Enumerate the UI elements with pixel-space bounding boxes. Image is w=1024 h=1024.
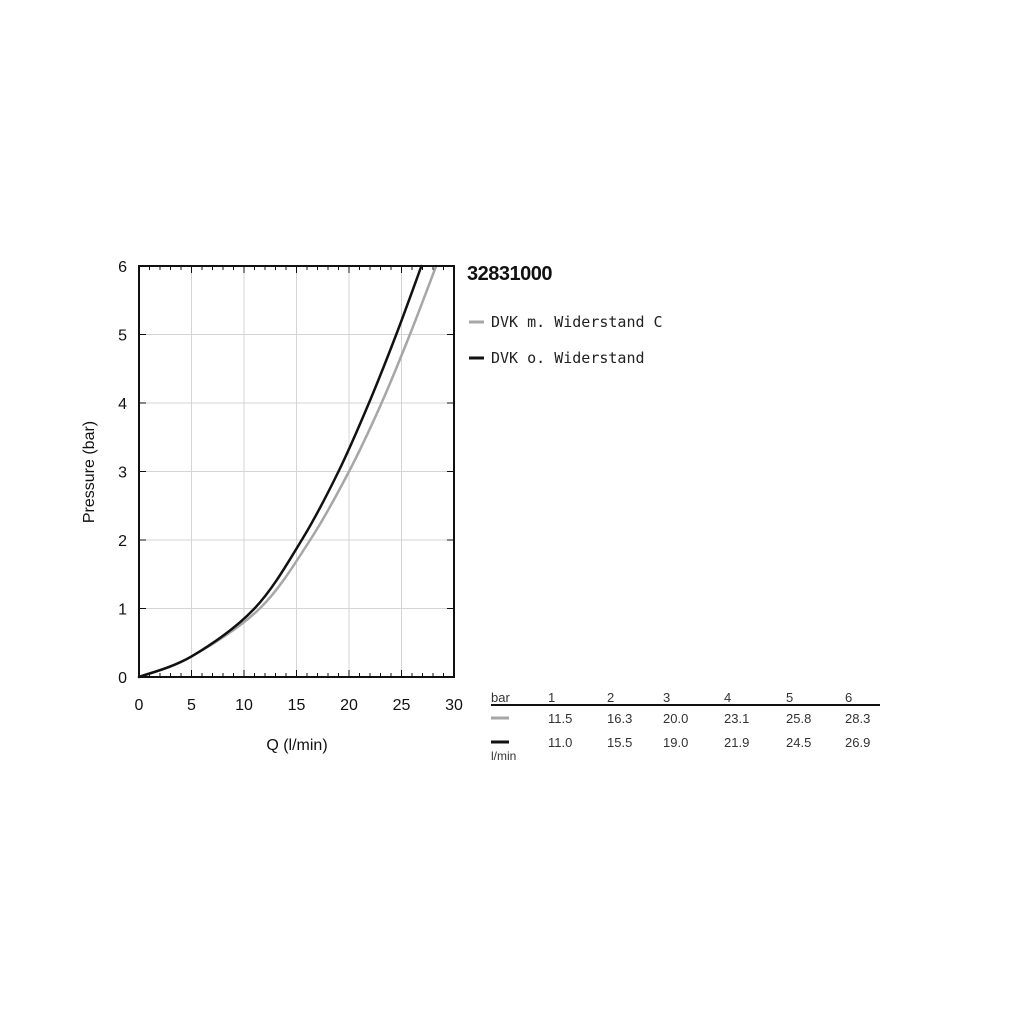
y-tick-label: 2 <box>118 533 127 550</box>
table-cell: 24.5 <box>786 735 811 750</box>
y-tick-label: 5 <box>118 328 127 345</box>
x-tick-label: 0 <box>135 697 144 714</box>
table-column-header: 4 <box>724 690 731 705</box>
table-cell: 11.0 <box>548 735 572 750</box>
table-column-header: 6 <box>845 690 852 705</box>
x-tick-label: 20 <box>340 697 358 714</box>
y-tick-label: 6 <box>118 259 127 276</box>
plot-series <box>137 264 438 679</box>
y-axis-title: Pressure (bar) <box>81 421 98 523</box>
table-cell: 11.5 <box>548 711 572 726</box>
y-tick-label: 4 <box>118 396 127 413</box>
table-header-unit: bar <box>491 690 510 705</box>
flow-table: bar 1 2 3 4 5 6 11.5 16.3 20.0 23.1 25.8 28.3 11.0 15.… <box>491 690 880 763</box>
x-tick-label: 10 <box>235 697 253 714</box>
table-cell: 26.9 <box>845 735 870 750</box>
table-cell: 19.0 <box>663 735 688 750</box>
table-cell: 16.3 <box>607 711 632 726</box>
x-tick-label: 15 <box>288 697 306 714</box>
table-column-header: 5 <box>786 690 793 705</box>
table-column-header: 3 <box>663 690 670 705</box>
x-tick-label: 25 <box>393 697 411 714</box>
x-tick-label: 30 <box>445 697 463 714</box>
table-cell: 25.8 <box>786 711 811 726</box>
tick-labels: 0 5 10 15 20 25 30 0 1 2 3 4 5 6 <box>118 259 463 714</box>
table-cell: 21.9 <box>724 735 749 750</box>
series-line-without-resistance <box>137 264 423 679</box>
x-tick-label: 5 <box>187 697 196 714</box>
legend-label: DVK m. Widerstand C <box>491 313 663 331</box>
legend-label: DVK o. Widerstand <box>491 349 645 367</box>
table-cell: 15.5 <box>607 735 632 750</box>
table-cell: 28.3 <box>845 711 870 726</box>
legend: DVK m. Widerstand C DVK o. Widerstand <box>469 313 663 367</box>
table-cell: 20.0 <box>663 711 688 726</box>
product-title: 32831000 <box>467 263 552 285</box>
y-tick-label: 0 <box>118 670 127 687</box>
y-tick-label: 3 <box>118 465 127 482</box>
table-cell: 23.1 <box>724 711 749 726</box>
y-tick-label: 1 <box>118 602 127 619</box>
table-column-header: 1 <box>548 690 555 705</box>
x-axis-title: Q (l/min) <box>266 737 327 754</box>
table-column-header: 2 <box>607 690 614 705</box>
plot-frame <box>138 265 455 678</box>
plot-grid <box>139 266 454 677</box>
table-unit-label: l/min <box>491 749 516 763</box>
